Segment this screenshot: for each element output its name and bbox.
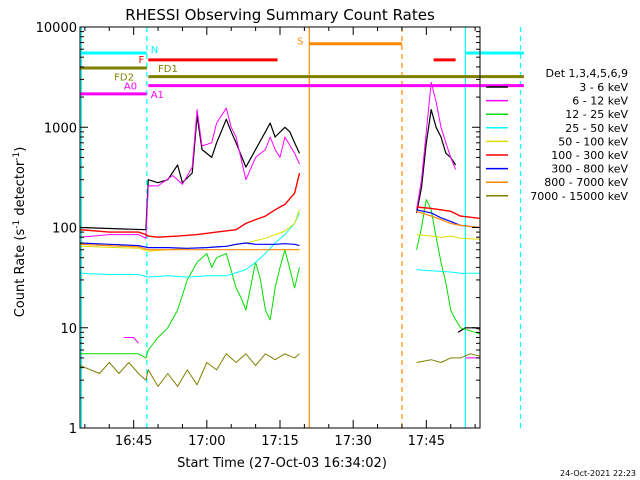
- x-tick-label-17:30: 17:30: [334, 434, 371, 449]
- x-tick-label-17:15: 17:15: [261, 434, 298, 449]
- series-line-1-segment-0: [80, 107, 300, 239]
- series-line-8-segment-1: [416, 353, 480, 363]
- flag-label-A0: A0: [124, 82, 137, 93]
- y-tick-label-10: 10: [60, 322, 77, 337]
- series-line-5-segment-1: [416, 206, 480, 220]
- series-line-3-segment-1: [416, 269, 480, 274]
- series-line-3-segment-0: [80, 212, 300, 278]
- legend-label-4: 50 - 100 keV: [558, 135, 628, 148]
- x-axis-label: Start Time (27-Oct-03 16:34:02): [177, 456, 387, 471]
- footer-timestamp: 24-Oct-2021 22:23: [560, 469, 636, 478]
- y-axis-label: Count Rate (s-1 detector-1): [12, 147, 28, 318]
- series-line-2-segment-0: [80, 249, 300, 359]
- legend-label-8: 7000 - 15000 keV: [530, 190, 628, 203]
- y-tick-label-10000: 10000: [36, 21, 77, 36]
- series-line-8-segment-0: [80, 353, 300, 387]
- x-tick-label-17:00: 17:00: [188, 434, 225, 449]
- series-line-1-segment-2: [123, 337, 139, 344]
- x-tick-label-17:45: 17:45: [408, 434, 445, 449]
- legend-label-1: 6 - 12 keV: [572, 95, 628, 108]
- flag-label-F: F: [139, 55, 145, 66]
- legend-label-0: 3 - 6 keV: [579, 81, 628, 94]
- x-tick-label-16:45: 16:45: [115, 434, 152, 449]
- legend-label-3: 25 - 50 keV: [565, 122, 628, 135]
- legend-label-7: 800 - 7000 keV: [544, 176, 628, 189]
- flag-label-A1: A1: [151, 90, 164, 101]
- flag-label-N: N: [151, 45, 158, 56]
- legend-label-6: 300 - 800 keV: [551, 163, 628, 176]
- series-line-5-segment-0: [80, 172, 301, 238]
- chart-title: RHESSI Observing Summary Count Rates: [125, 6, 435, 24]
- legend-label-2: 12 - 25 keV: [565, 108, 628, 121]
- series-line-0-segment-1: [416, 108, 457, 214]
- series-line-7-segment-1: [416, 210, 480, 229]
- series-line-7-segment-0: [80, 243, 300, 251]
- legend-label-5: 100 - 300 keV: [551, 149, 628, 162]
- flag-label-FD2: FD2: [114, 73, 134, 84]
- legend-title: Det 1,3,4,5,6,9: [545, 67, 628, 80]
- series-line-6-segment-1: [416, 209, 480, 229]
- series-line-1-segment-1: [416, 81, 457, 210]
- y-tick-label-1: 1: [69, 422, 77, 437]
- series-line-4-segment-1: [416, 234, 480, 240]
- flag-label-FD1: FD1: [158, 64, 178, 75]
- series-line-0-segment-2: [457, 327, 480, 333]
- series-line-2-segment-1: [416, 199, 480, 335]
- y-tick-label-1000: 1000: [44, 121, 77, 136]
- y-tick-label-100: 100: [52, 222, 77, 237]
- flag-label-S: S: [297, 37, 303, 48]
- series-line-6-segment-0: [80, 242, 300, 249]
